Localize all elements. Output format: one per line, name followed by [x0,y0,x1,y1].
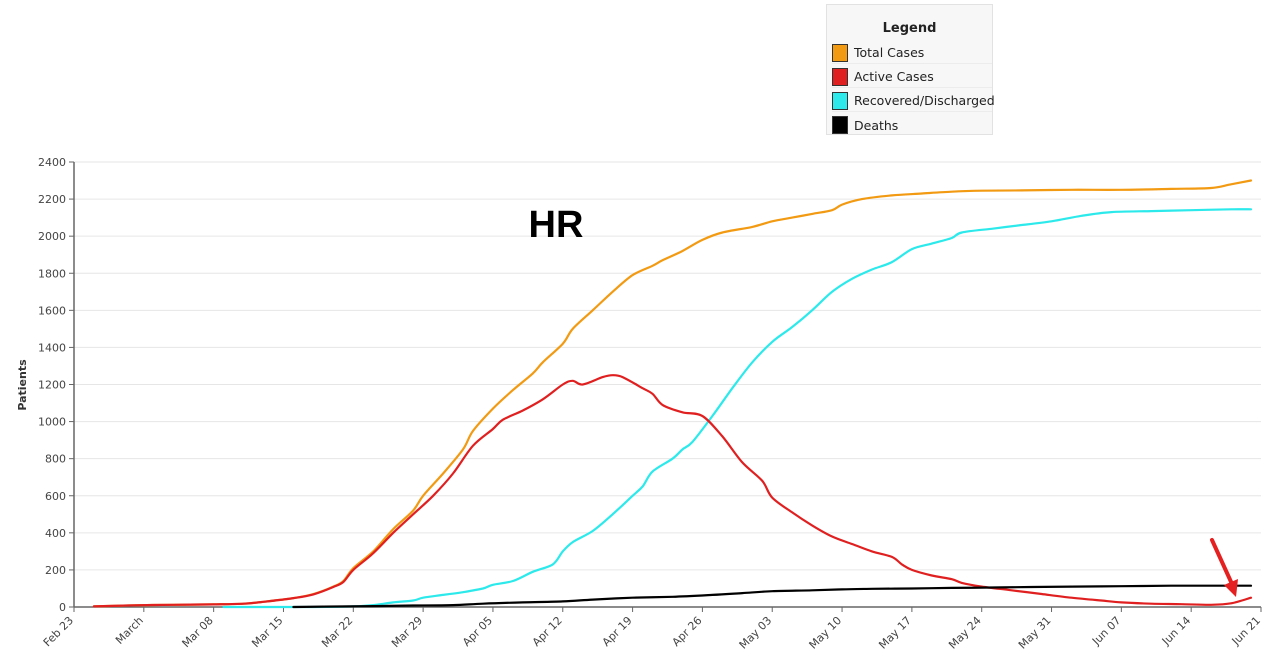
x-tick-label: Jun 21 [1229,614,1263,648]
legend-label: Recovered/Discharged [854,93,995,108]
series-line-total-cases [92,179,1253,608]
series-line-recovered-discharged [222,208,1253,609]
x-tick-label: Apr 05 [460,614,495,649]
chart-title: HR [529,204,584,246]
x-tick-label: Feb 23 [41,614,76,649]
axes: 0 200 400 600 800 1000 1200 1400 1600 1800 2000 220… [38,156,1263,652]
y-tick-label: 1800 [38,267,66,280]
series-line-deaths [292,584,1253,609]
x-tick-label: May 10 [807,614,845,652]
y-tick-label: 1600 [38,304,66,317]
x-tick-label: May 31 [1016,614,1054,652]
y-tick-label: 2200 [38,193,66,206]
y-axis-label: Patients [16,359,29,411]
x-tick-label: Jun 14 [1159,614,1193,648]
legend-label: Active Cases [854,69,934,84]
legend-swatch-total-cases [832,43,848,62]
x-tick-label: Mar 29 [389,614,425,650]
y-tick-label: 0 [59,601,66,614]
legend-label: Total Cases [854,45,925,60]
y-tick-label: 2000 [38,230,66,243]
grid-lines [74,161,1261,608]
x-tick-label: May 24 [946,614,984,652]
y-tick-label: 600 [45,490,66,503]
y-tick-label: 1200 [38,379,66,392]
x-tick-label: Jun 07 [1089,614,1123,648]
y-tick-label: 2400 [38,156,66,169]
x-tick-label: Apr 12 [530,614,565,649]
x-tick-label: Apr 26 [670,614,705,649]
x-tick-label: Mar 15 [249,614,285,650]
legend-swatch-recovered [832,91,848,110]
y-tick-label: 1400 [38,341,66,354]
y-tick-label: 200 [45,564,66,577]
x-tick-label: March [113,614,146,647]
legend-swatch-deaths [832,116,848,134]
y-tick-label: 1000 [38,416,66,429]
legend-title: Legend [882,21,937,36]
y-tick-label: 800 [45,453,66,466]
legend-item-active-cases[interactable]: Active Cases [832,66,992,88]
annotation-arrow [1210,538,1238,597]
series-lines [92,179,1253,609]
series-line-active-cases [92,374,1253,608]
x-tick-label: May 17 [876,614,914,652]
x-tick-label: Apr 19 [600,614,635,649]
legend: Legend Total Cases Active Cases Recovere… [826,4,995,136]
legend-item-recovered[interactable]: Recovered/Discharged [832,90,995,112]
x-tick-label: May 03 [737,614,775,652]
y-tick-label: 400 [45,527,66,540]
legend-item-deaths[interactable]: Deaths [832,114,992,136]
x-tick-label: Mar 08 [180,614,216,650]
x-tick-label: Mar 22 [319,614,355,650]
legend-label: Deaths [854,117,899,133]
legend-swatch-active-cases [832,67,848,86]
legend-item-total-cases[interactable]: Total Cases [832,42,992,64]
